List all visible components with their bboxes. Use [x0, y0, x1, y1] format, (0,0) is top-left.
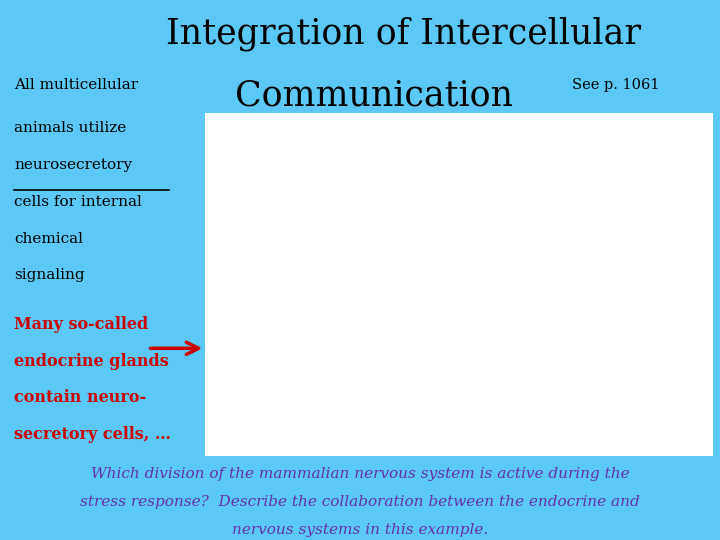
- Text: contain neuro-: contain neuro-: [14, 389, 147, 406]
- Text: Communication: Communication: [235, 78, 513, 112]
- Text: Which division of the mammalian nervous system is active during the: Which division of the mammalian nervous …: [91, 467, 629, 481]
- Text: endocrine glands: endocrine glands: [14, 353, 169, 369]
- Text: stress response?  Describe the collaboration between the endocrine and: stress response? Describe the collaborat…: [80, 495, 640, 509]
- Text: animals utilize: animals utilize: [14, 122, 127, 136]
- Text: See p. 1061: See p. 1061: [572, 78, 660, 92]
- Text: signaling: signaling: [14, 268, 85, 282]
- Text: neurosecretory: neurosecretory: [14, 158, 132, 172]
- FancyBboxPatch shape: [205, 113, 713, 456]
- Text: secretory cells, …: secretory cells, …: [14, 426, 171, 443]
- Text: Many so-called: Many so-called: [14, 316, 148, 333]
- Text: Integration of Intercellular: Integration of Intercellular: [166, 16, 641, 51]
- Text: All multicellular: All multicellular: [14, 78, 138, 92]
- Text: chemical: chemical: [14, 232, 84, 246]
- Text: cells for internal: cells for internal: [14, 195, 143, 209]
- Text: nervous systems in this example.: nervous systems in this example.: [232, 523, 488, 537]
